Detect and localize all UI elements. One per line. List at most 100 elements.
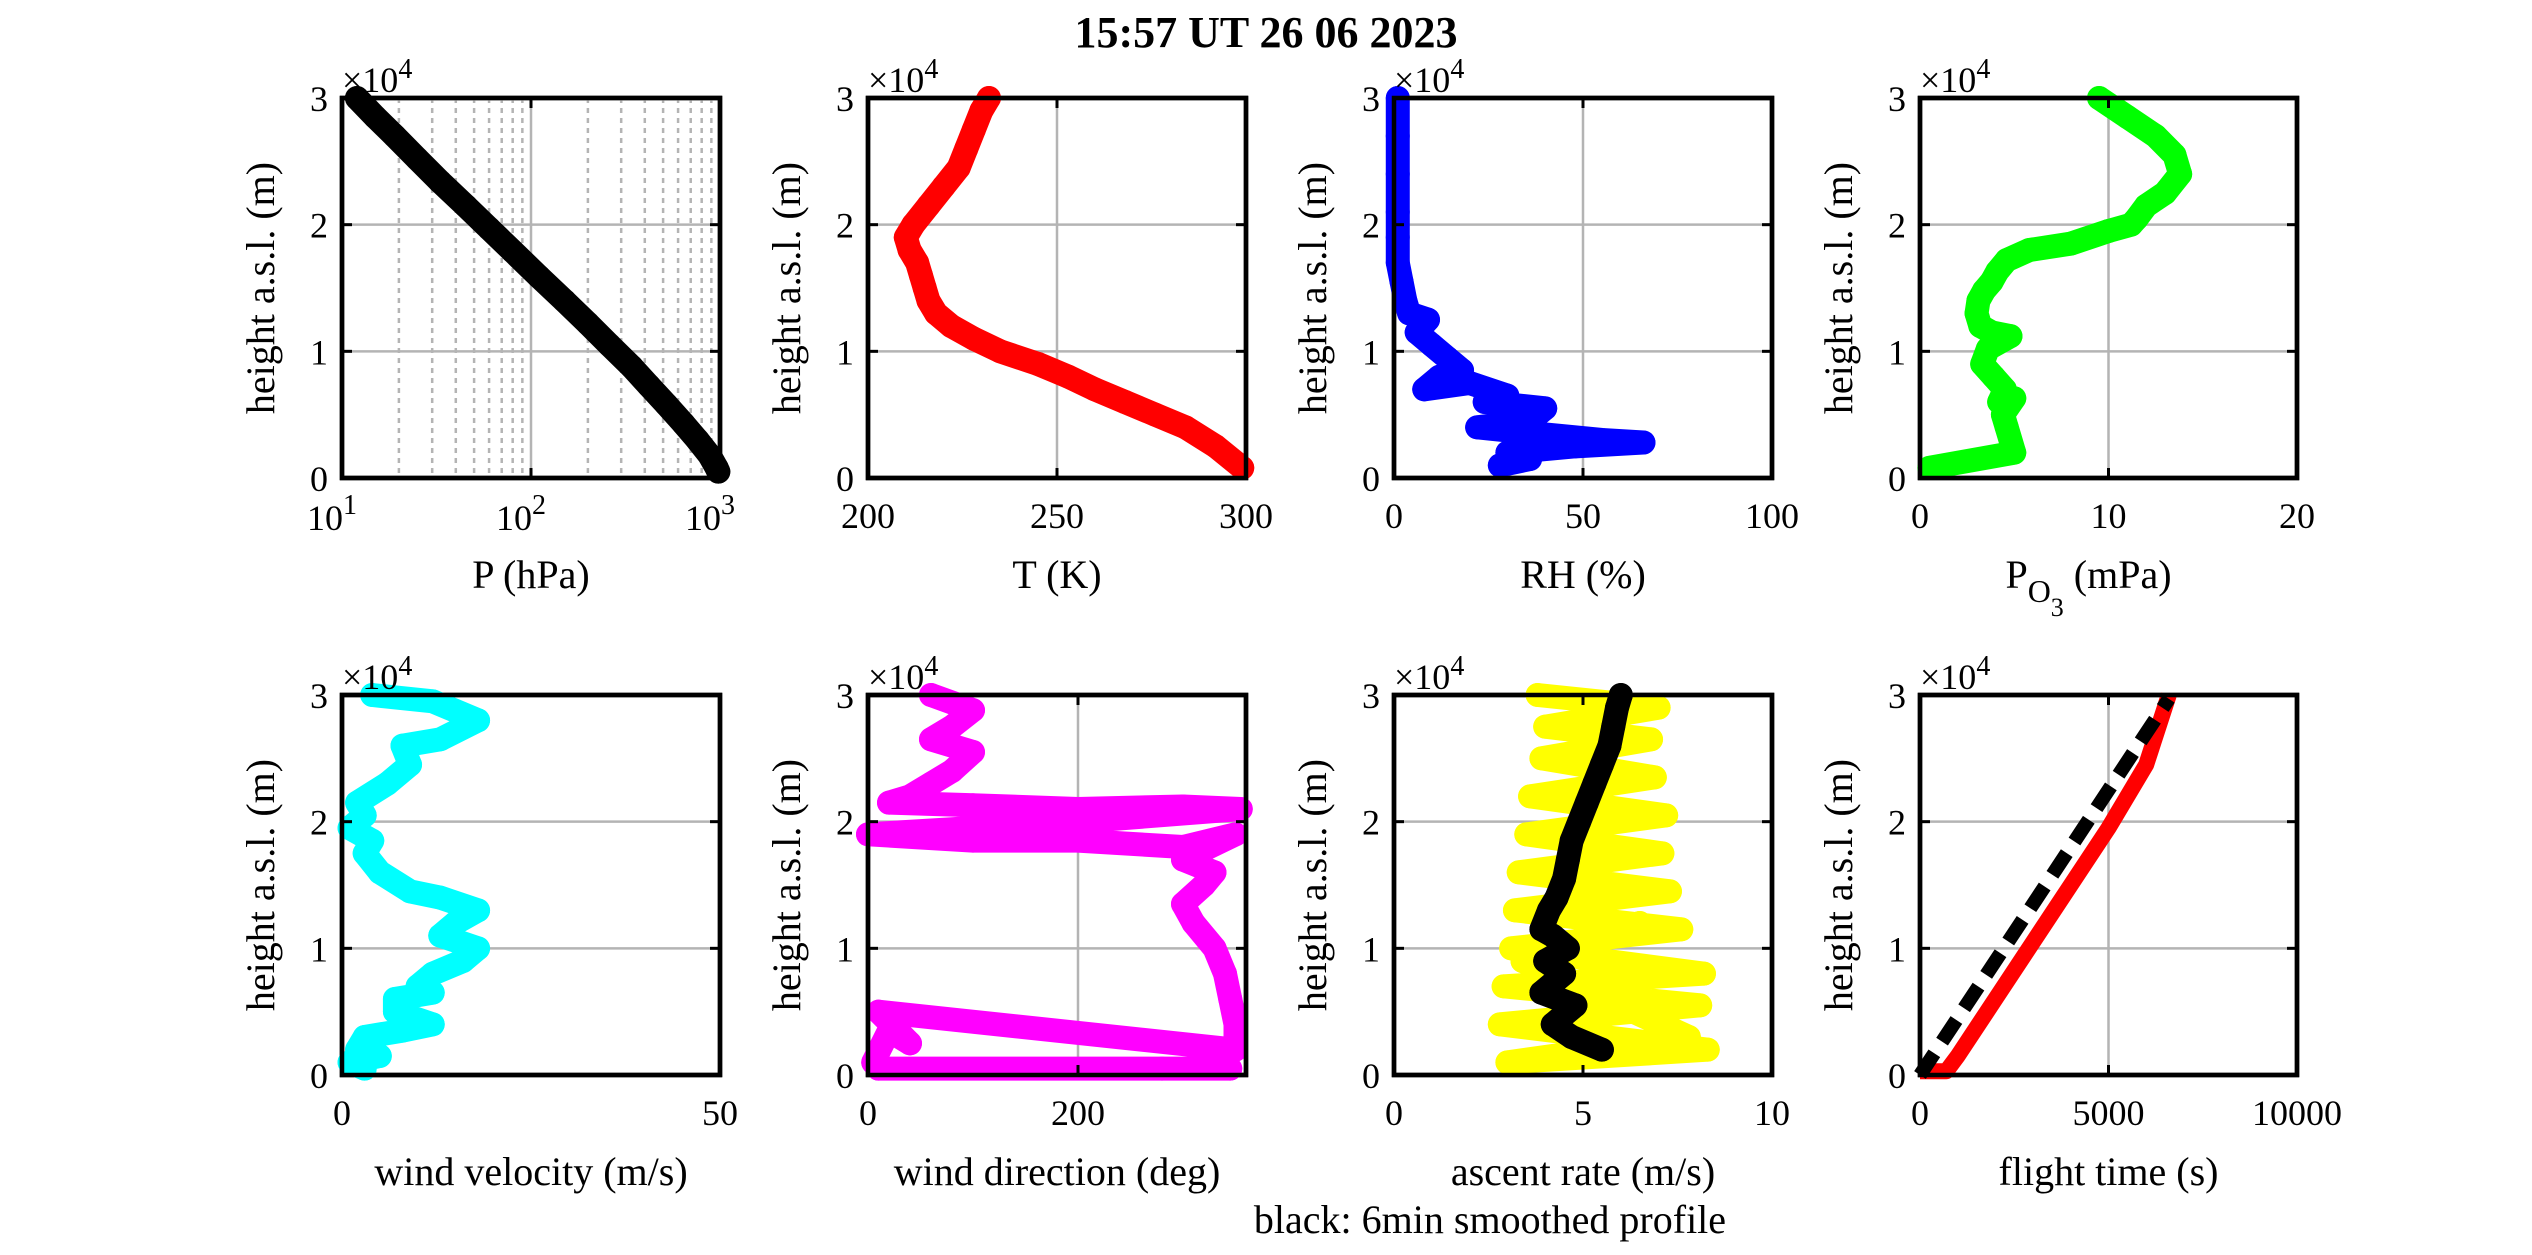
y-exponent-label: ×104 (1394, 651, 1464, 697)
y-exponent-label: ×104 (1920, 651, 1990, 697)
y-tick-label: 0 (310, 1056, 328, 1096)
y-exponent-label: ×104 (868, 651, 938, 697)
y-axis-label: height a.s.l. (m) (1816, 162, 1861, 414)
data-point (477, 216, 502, 241)
x-axis-label: P (hPa) (472, 552, 589, 597)
x-tick-label: 10000 (2252, 1093, 2342, 1133)
data-point (2096, 219, 2121, 243)
data-point (940, 714, 964, 739)
data-point (466, 898, 491, 923)
data-point (898, 1031, 922, 1056)
x-axis-label: ascent rate (m/s) (1451, 1149, 1715, 1194)
data-point (1559, 828, 1584, 853)
data-point (1192, 873, 1216, 897)
x-tick-label: 100 (1745, 496, 1799, 536)
data-point (961, 740, 985, 764)
data-point (919, 771, 943, 796)
data-point (1412, 377, 1437, 402)
y-tick-label: 3 (310, 79, 328, 119)
x-tick-label: 20 (2279, 496, 2315, 536)
axes-frame (865, 692, 1249, 1078)
panel-temperature-profile: 200 250 300 0 1 2 3 ×104 T (K) height a.s.l. (m) (764, 54, 1273, 597)
data-point (1994, 415, 2019, 440)
data-point (450, 949, 475, 973)
data-point (961, 793, 985, 818)
data-point (1688, 993, 1713, 1018)
data-point (420, 1012, 445, 1037)
x-tick-label: 200 (1051, 1093, 1105, 1133)
data-point (1563, 993, 1588, 1018)
data-point (1066, 828, 1090, 853)
data-point (961, 828, 985, 853)
panel-pressure-profile: 101 102 103 0 1 2 3 ×104 P (hPa) height a.s.l. (m… (238, 54, 735, 597)
data-point (1631, 430, 1656, 455)
data-point (420, 980, 445, 1005)
data-point (1669, 917, 1694, 942)
data-point (1495, 1050, 1520, 1075)
data-point (398, 752, 423, 777)
y-tick-label: 2 (310, 206, 328, 246)
data-point (1143, 402, 1168, 427)
y-tick-label: 3 (1362, 79, 1380, 119)
data-point (1589, 1037, 1614, 1062)
data-point (1506, 860, 1531, 885)
data-point (1695, 1037, 1720, 1062)
x-tick-label: 5 (1574, 1093, 1592, 1133)
panel-wind-direction-profile: 0 200 0 1 2 3 ×104 wind direction (deg) height a… (764, 651, 1253, 1194)
data-point (1223, 1012, 1248, 1037)
y-tick-label: 0 (1362, 1056, 1380, 1096)
data-point (352, 841, 377, 866)
data-point (1533, 949, 1558, 973)
y-axis-label: height a.s.l. (m) (764, 162, 809, 414)
data-point (939, 314, 964, 338)
data-point (552, 288, 577, 313)
y-tick-label: 0 (836, 459, 854, 499)
y-tick-label: 3 (1888, 79, 1906, 119)
data-point (877, 790, 901, 815)
data-point (375, 771, 400, 796)
data-point (1385, 124, 1410, 148)
data-point (500, 239, 525, 264)
data-point (1533, 714, 1558, 739)
data-point (1173, 415, 1198, 440)
data-point (1171, 892, 1195, 916)
grid (868, 98, 1246, 478)
data-point (575, 311, 600, 336)
y-tick-label: 3 (1362, 676, 1380, 716)
data-point (382, 999, 407, 1024)
data-point (1605, 695, 1630, 720)
data-point (1457, 371, 1482, 395)
data-point (961, 326, 986, 351)
panel-ascent-rate-profile: 0 5 10 0 1 2 3 ×104 ascent rate (m/s) height a.s.… (1290, 651, 1790, 1194)
data-point (1676, 1025, 1701, 1049)
data-point (1555, 936, 1580, 961)
data-point (671, 411, 696, 436)
y-axis-label: height a.s.l. (m) (238, 162, 283, 414)
data-point (1574, 790, 1599, 815)
data-point (390, 1018, 415, 1043)
data-point (636, 373, 661, 398)
data-point (1202, 936, 1227, 961)
data-point (1066, 809, 1090, 834)
data-point (1495, 383, 1520, 408)
panel-wind-velocity-profile: 0 50 0 1 2 3 ×104 wind velocity (m/s) height a.s… (238, 651, 738, 1194)
y-tick-label: 1 (1888, 929, 1906, 969)
x-tick-label: 10 (2091, 496, 2127, 536)
data-point (2058, 231, 2083, 256)
data-point (1917, 455, 1942, 480)
data-point (1540, 1012, 1565, 1037)
data-point (931, 174, 956, 199)
data-point (1589, 752, 1614, 777)
x-tick-label: 0 (859, 1093, 877, 1133)
data-point (1597, 733, 1622, 758)
data-point (1213, 961, 1237, 986)
data-point (1223, 822, 1248, 847)
data-point (1385, 200, 1410, 224)
data-series (1487, 683, 1720, 1075)
x-axis-label: T (K) (1012, 552, 1101, 597)
data-point (1552, 961, 1577, 986)
data-point (1491, 974, 1516, 999)
y-tick-label: 2 (310, 803, 328, 843)
data-point (1601, 714, 1626, 739)
